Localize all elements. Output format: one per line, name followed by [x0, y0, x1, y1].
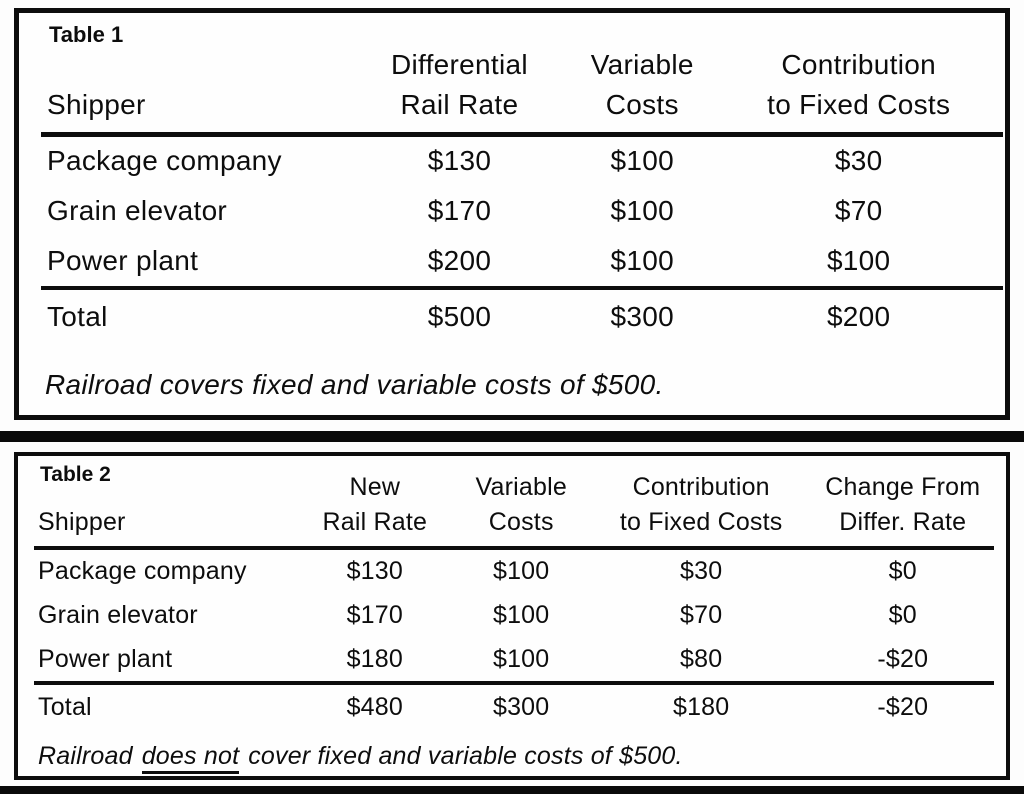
table-row: Grain elevator $170 $100 $70: [41, 186, 1003, 237]
header-line2: Differ. Rate: [839, 508, 967, 536]
cell-shipper: Package company: [47, 145, 282, 177]
table-row: Power plant $180 $100 $80 -$20: [34, 638, 994, 683]
header-line1: [47, 45, 349, 85]
cell-shipper: Package company: [38, 557, 247, 585]
cell-total-contribution: $180: [590, 681, 812, 729]
cell-contribution: $80: [680, 645, 723, 673]
note-underlined-phrase: does not: [141, 742, 240, 774]
cell-total-change: -$20: [811, 681, 994, 729]
header-line1: Variable: [475, 473, 567, 501]
cell-total-rail-rate: $480: [298, 681, 452, 729]
table1-panel: Table 1 Shipper Differential Rail Rate V…: [14, 8, 1010, 420]
header-line1: New: [349, 473, 401, 501]
cell-contribution: $30: [834, 145, 883, 177]
cell-contribution: $30: [680, 557, 723, 585]
cell-change: $0: [888, 601, 917, 629]
cell-rail-rate: $180: [346, 645, 403, 673]
cell-rail-rate: $130: [427, 145, 492, 177]
note-suffix: cover fixed and variable costs of $500.: [248, 742, 683, 770]
cell-variable-costs: $100: [610, 195, 674, 226]
header-line2: to Fixed Costs: [619, 508, 783, 536]
cell-variable-costs: $100: [492, 557, 550, 585]
table2-header: Shipper New Rail Rate Variable Costs Con…: [34, 470, 994, 550]
header-line2: to Fixed Costs: [767, 89, 951, 120]
table2: Shipper New Rail Rate Variable Costs Con…: [34, 470, 994, 729]
cell-shipper: Power plant: [38, 645, 173, 673]
table1-header-variable-costs: Variable Costs: [570, 45, 715, 137]
table2-header-change: Change From Differ. Rate: [811, 470, 994, 550]
note-prefix: Railroad: [38, 742, 133, 770]
table1-note: Railroad covers fixed and variable costs…: [45, 368, 664, 400]
cell-rail-rate: $130: [346, 557, 403, 585]
table1-header-shipper: Shipper: [41, 45, 349, 137]
header-line2: Shipper: [38, 508, 126, 536]
cell-change: $0: [888, 557, 917, 585]
cell-total-label: Total: [41, 285, 349, 345]
table2-header-contribution: Contribution to Fixed Costs: [590, 470, 812, 550]
table-row: Package company $130 $100 $30 $0: [34, 548, 994, 593]
header-line1: Contribution: [781, 49, 936, 80]
header-line1: Variable: [590, 49, 694, 80]
cell-contribution: $100: [826, 245, 891, 276]
header-line1: Differential: [390, 49, 528, 80]
table2-note: Railroad does not cover fixed and variable…: [38, 742, 1006, 774]
header-line2: Rail Rate: [322, 508, 428, 536]
cell-rail-rate: $200: [427, 245, 492, 276]
cell-variable-costs: $100: [610, 145, 674, 177]
table2-header-rail-rate: New Rail Rate: [298, 470, 452, 550]
cell-shipper: Grain elevator: [47, 195, 228, 226]
cell-variable-costs: $100: [492, 645, 550, 673]
table1-header-contribution: Contribution to Fixed Costs: [714, 45, 1003, 137]
header-line2: Costs: [605, 89, 679, 120]
cell-variable-costs: $100: [610, 245, 674, 276]
table1: Shipper Differential Rail Rate Variable …: [41, 45, 1003, 345]
cell-contribution: $70: [834, 195, 883, 226]
bottom-bar: [0, 786, 1024, 794]
table2-header-variable-costs: Variable Costs: [451, 470, 591, 550]
header-line1: Contribution: [632, 473, 770, 501]
header-line1: Change From: [825, 473, 981, 501]
table2-panel: Table 2 Shipper New Rail Rate Variable C…: [14, 452, 1010, 780]
table2-title: Table 2: [40, 463, 111, 486]
table-row: Package company $130 $100 $30: [41, 135, 1003, 186]
cell-rail-rate: $170: [427, 195, 492, 226]
table1-header-rail-rate: Differential Rail Rate: [348, 45, 571, 137]
table-total-row: Total $500 $300 $200: [41, 285, 1003, 345]
cell-total-variable-costs: $300: [570, 285, 715, 345]
cell-change: -$20: [877, 645, 929, 673]
table1-title: Table 1: [49, 22, 124, 47]
header-line2: Shipper: [47, 89, 146, 120]
header-line2: Costs: [488, 508, 554, 536]
cell-contribution: $70: [680, 601, 723, 629]
table2-header-shipper: Shipper: [34, 470, 298, 550]
cell-variable-costs: $100: [492, 601, 550, 629]
header-line2: Rail Rate: [400, 89, 519, 120]
table-row: Grain elevator $170 $100 $70 $0: [34, 593, 994, 638]
cell-shipper: Grain elevator: [38, 601, 198, 629]
cell-total-rail-rate: $500: [348, 285, 571, 345]
cell-total-variable-costs: $300: [451, 681, 591, 729]
cell-shipper: Power plant: [47, 245, 199, 276]
table-total-row: Total $480 $300 $180 -$20: [34, 681, 994, 729]
cell-total-label: Total: [34, 681, 298, 729]
cell-rail-rate: $170: [346, 601, 403, 629]
cell-total-contribution: $200: [714, 285, 1003, 345]
divider-bar: [0, 431, 1024, 442]
table-row: Power plant $200 $100 $100: [41, 237, 1003, 288]
table1-header: Shipper Differential Rail Rate Variable …: [41, 45, 1003, 137]
